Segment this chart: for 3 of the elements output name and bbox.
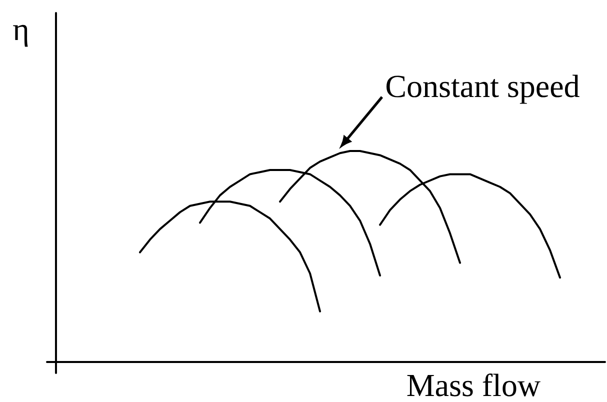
y-axis-title: η [13,24,28,47]
text: Constant speed [386,74,580,104]
x-axis-title: Mass flow [407,373,540,396]
